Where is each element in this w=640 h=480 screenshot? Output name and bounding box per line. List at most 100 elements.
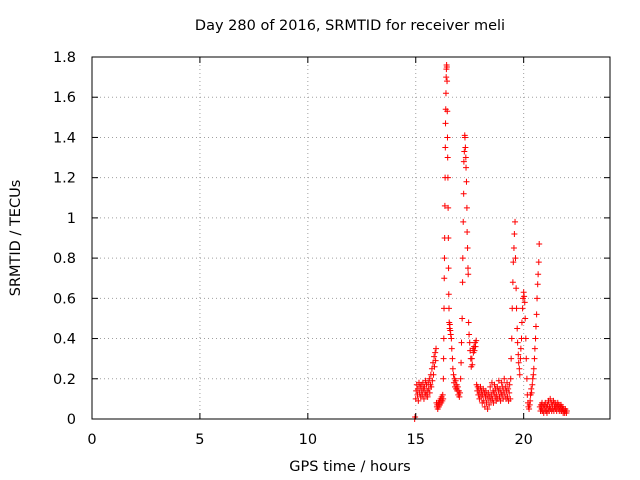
data-point [443,74,450,81]
data-point [449,365,456,372]
data-point [426,375,433,382]
data-point [461,134,468,141]
data-point [466,331,473,338]
data-point [456,389,463,396]
data-point [433,345,440,352]
data-point [446,321,453,328]
y-tick-label: 0 [67,412,76,428]
data-point [498,379,505,386]
data-point [431,353,438,360]
data-point [448,345,455,352]
data-point [512,218,519,225]
data-point [440,335,447,342]
y-axis-label: SRMTID / TECUs [8,180,24,297]
data-point [424,393,431,400]
x-tick-label: 15 [407,432,425,448]
data-point [445,235,452,241]
data-point [535,271,542,278]
data-point [487,383,494,390]
grid-lines [92,57,610,419]
y-tick-label: 0.6 [53,291,76,307]
data-point [460,218,467,225]
data-point [449,355,456,362]
data-point [447,331,454,338]
y-tick-label: 0.8 [53,251,76,267]
x-tick-label: 5 [195,432,204,448]
data-point [442,90,449,97]
data-point [514,325,521,332]
data-point [507,395,514,402]
data-point [533,311,540,318]
data-point [463,178,470,185]
y-tick-labels: 0 0.2 0.4 0.6 0.8 1 1.2 1.4 1.6 1.8 [53,50,76,428]
data-point [462,154,469,161]
data-point [445,291,452,298]
data-point [563,407,570,414]
data-point [513,285,520,292]
data-point [512,255,519,262]
data-point [445,204,452,211]
data-point [450,371,457,378]
data-point [464,245,471,252]
data-point [466,339,473,346]
data-point [501,375,508,382]
data-point [506,389,513,396]
data-point [535,259,542,266]
data-point [509,279,516,286]
data-point [471,347,478,354]
data-point [432,349,439,356]
data-point [430,371,437,378]
x-tick-label: 20 [514,432,532,448]
data-point [429,377,436,384]
data-point [464,265,471,272]
data-point [523,355,530,362]
data-point [522,335,529,342]
data-point [513,305,520,312]
data-point [506,381,513,388]
data-point [505,385,512,392]
data-point [486,401,493,408]
y-tick-label: 1 [67,211,76,227]
data-point [461,148,468,155]
data-point [440,375,447,382]
data-point [440,395,447,402]
data-point [516,371,523,378]
data-point [529,381,536,388]
x-tick-label: 10 [299,432,317,448]
data-point [459,315,466,322]
data-point [443,64,450,71]
data-points [411,62,570,422]
data-point [459,255,466,262]
data-point [428,383,435,390]
data-point [415,397,422,404]
data-point [445,305,452,312]
data-point [448,335,455,342]
data-point [459,279,466,286]
data-point [521,293,528,300]
data-point [527,397,534,404]
data-point [442,120,449,127]
data-point [445,265,452,272]
data-point [465,271,472,278]
data-point [526,405,533,412]
data-point [516,365,523,372]
data-point [518,319,525,326]
data-point [517,355,524,362]
data-point [484,405,491,412]
data-point [507,375,514,382]
plot-frame [91,56,611,420]
data-point [469,361,476,368]
data-point [515,359,522,366]
data-point [531,345,538,352]
data-point [420,395,427,402]
data-point [462,144,469,151]
y-tick-label: 1.8 [53,50,76,66]
data-point [532,335,539,342]
data-point [456,393,463,400]
data-point [432,357,439,364]
data-point [511,230,518,237]
data-point [460,158,467,165]
x-axis-label: GPS time / hours [289,459,410,475]
data-point [465,319,472,326]
data-point [530,371,537,378]
